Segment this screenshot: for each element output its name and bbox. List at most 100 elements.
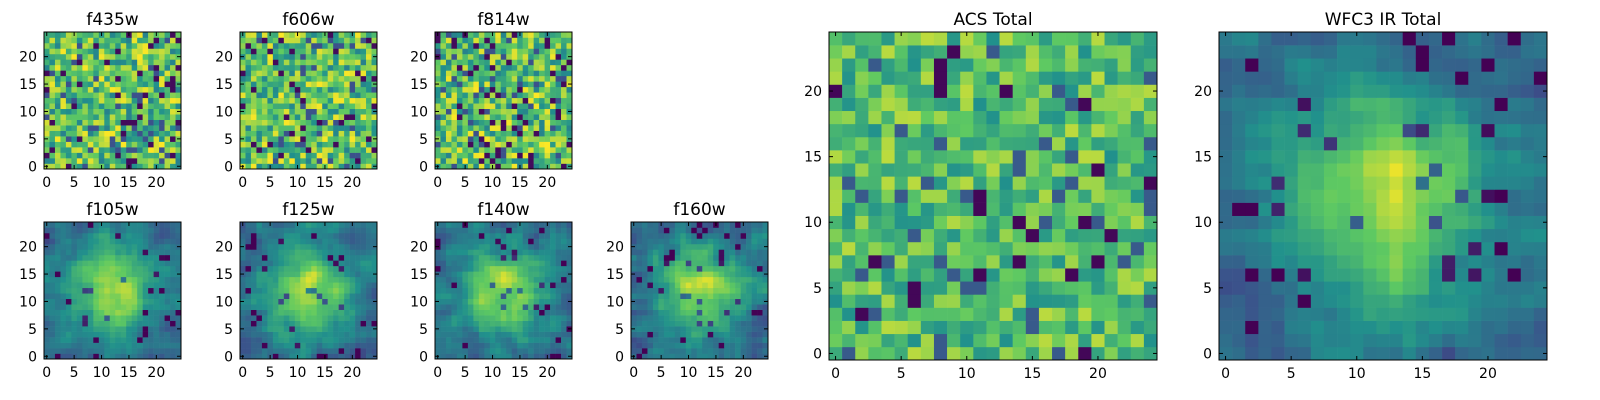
heatmap-cell xyxy=(478,342,485,349)
heatmap-cell xyxy=(44,254,50,261)
heatmap-cell xyxy=(115,337,122,343)
heatmap-cell xyxy=(338,326,345,332)
heatmap-cell xyxy=(289,141,296,148)
heatmap-cell xyxy=(115,81,122,88)
heatmap-cell xyxy=(311,265,318,272)
heatmap-cell xyxy=(451,238,458,245)
heatmap-cell xyxy=(256,353,263,360)
heatmap-cell xyxy=(960,307,974,321)
heatmap-cell xyxy=(478,103,485,110)
heatmap-cell xyxy=(500,59,507,66)
heatmap-cell xyxy=(349,243,356,250)
heatmap-cell xyxy=(500,342,507,349)
heatmap-cell xyxy=(360,304,367,310)
heatmap-cell xyxy=(707,282,714,289)
heatmap-cell xyxy=(1143,281,1158,295)
heatmap-cell xyxy=(489,37,496,44)
heatmap-cell xyxy=(355,298,361,305)
heatmap-cell xyxy=(349,75,356,82)
heatmap-cell xyxy=(920,176,935,190)
heatmap-cell xyxy=(702,309,709,316)
heatmap-cell xyxy=(322,342,328,349)
heatmap-cell xyxy=(636,293,643,300)
heatmap-cell xyxy=(868,268,882,282)
heatmap-cell xyxy=(256,92,263,99)
heatmap-cell xyxy=(685,337,692,343)
heatmap-cell xyxy=(511,48,518,55)
heatmap-cell xyxy=(544,260,551,267)
heatmap-cell xyxy=(54,309,61,316)
heatmap-cell xyxy=(539,249,545,256)
heatmap-cell xyxy=(1117,228,1132,243)
heatmap-cell xyxy=(451,342,458,349)
heatmap-cell xyxy=(316,86,323,93)
heatmap-cell xyxy=(120,232,127,239)
heatmap-cell xyxy=(451,282,458,289)
heatmap-cell xyxy=(289,158,296,164)
heatmap-cell xyxy=(495,353,502,360)
heatmap-cell xyxy=(517,238,523,245)
heatmap-cell xyxy=(894,294,909,308)
heatmap-cell xyxy=(561,298,567,305)
heatmap-cell xyxy=(338,320,345,327)
heatmap-cell xyxy=(641,326,648,332)
heatmap-cell xyxy=(333,287,339,294)
axes-frame-f435w xyxy=(43,31,182,170)
heatmap-cell xyxy=(131,315,138,321)
heatmap-cell xyxy=(528,254,534,261)
heatmap-cells-f606w xyxy=(240,32,378,170)
heatmap-cell xyxy=(511,287,518,294)
heatmap-cell xyxy=(757,326,763,332)
heatmap-cell xyxy=(735,238,741,245)
heatmap-cell xyxy=(245,75,252,82)
heatmap-cell xyxy=(1143,333,1158,348)
heatmap-cell xyxy=(327,298,334,305)
heatmap-cell xyxy=(511,293,518,300)
heatmap-cell xyxy=(451,103,458,110)
heatmap-cell xyxy=(49,353,56,360)
heatmap-cell xyxy=(555,309,562,316)
heatmap-cell xyxy=(973,333,987,348)
heatmap-cell xyxy=(533,276,540,283)
heatmap-cell xyxy=(751,298,758,305)
heatmap-cell xyxy=(148,64,154,71)
heatmap-cell xyxy=(283,130,290,137)
heatmap-cell xyxy=(153,97,160,104)
heatmap-cell xyxy=(500,103,507,110)
heatmap-cell xyxy=(456,309,463,316)
heatmap-cell xyxy=(175,75,182,82)
heatmap-cell xyxy=(1130,215,1145,230)
heatmap-cell xyxy=(245,260,252,267)
heatmap-cell xyxy=(762,337,769,343)
heatmap-cell xyxy=(489,125,496,131)
heatmap-cell xyxy=(126,315,132,321)
heatmap-cell xyxy=(349,265,356,272)
heatmap-cell xyxy=(82,53,89,60)
heatmap-cell xyxy=(305,92,312,99)
heatmap-cell xyxy=(60,70,67,77)
heatmap-cell xyxy=(360,331,367,338)
heatmap-cell xyxy=(93,309,100,316)
heatmap-cell xyxy=(484,81,491,88)
heatmap-cell xyxy=(691,232,698,239)
heatmap-cell xyxy=(278,42,285,49)
heatmap-cell xyxy=(631,342,637,349)
heatmap-cell xyxy=(137,42,143,49)
heatmap-cell xyxy=(762,293,769,300)
heatmap-cell xyxy=(440,298,447,305)
heatmap-cell xyxy=(1130,333,1145,348)
heatmap-cell xyxy=(256,282,263,289)
heatmap-cell xyxy=(272,86,279,93)
heatmap-cell xyxy=(355,326,361,332)
heatmap-cell xyxy=(881,202,895,216)
heatmap-cell xyxy=(842,202,856,216)
heatmap-cell xyxy=(49,147,56,153)
heatmap-cell xyxy=(294,48,301,55)
heatmap-cell xyxy=(435,147,441,153)
heatmap-cell xyxy=(104,315,111,321)
heatmap-cell xyxy=(344,337,350,343)
heatmap-cell xyxy=(478,293,485,300)
heatmap-cell xyxy=(289,271,296,278)
heatmap-cell xyxy=(647,222,654,228)
heatmap-cell xyxy=(669,287,676,294)
